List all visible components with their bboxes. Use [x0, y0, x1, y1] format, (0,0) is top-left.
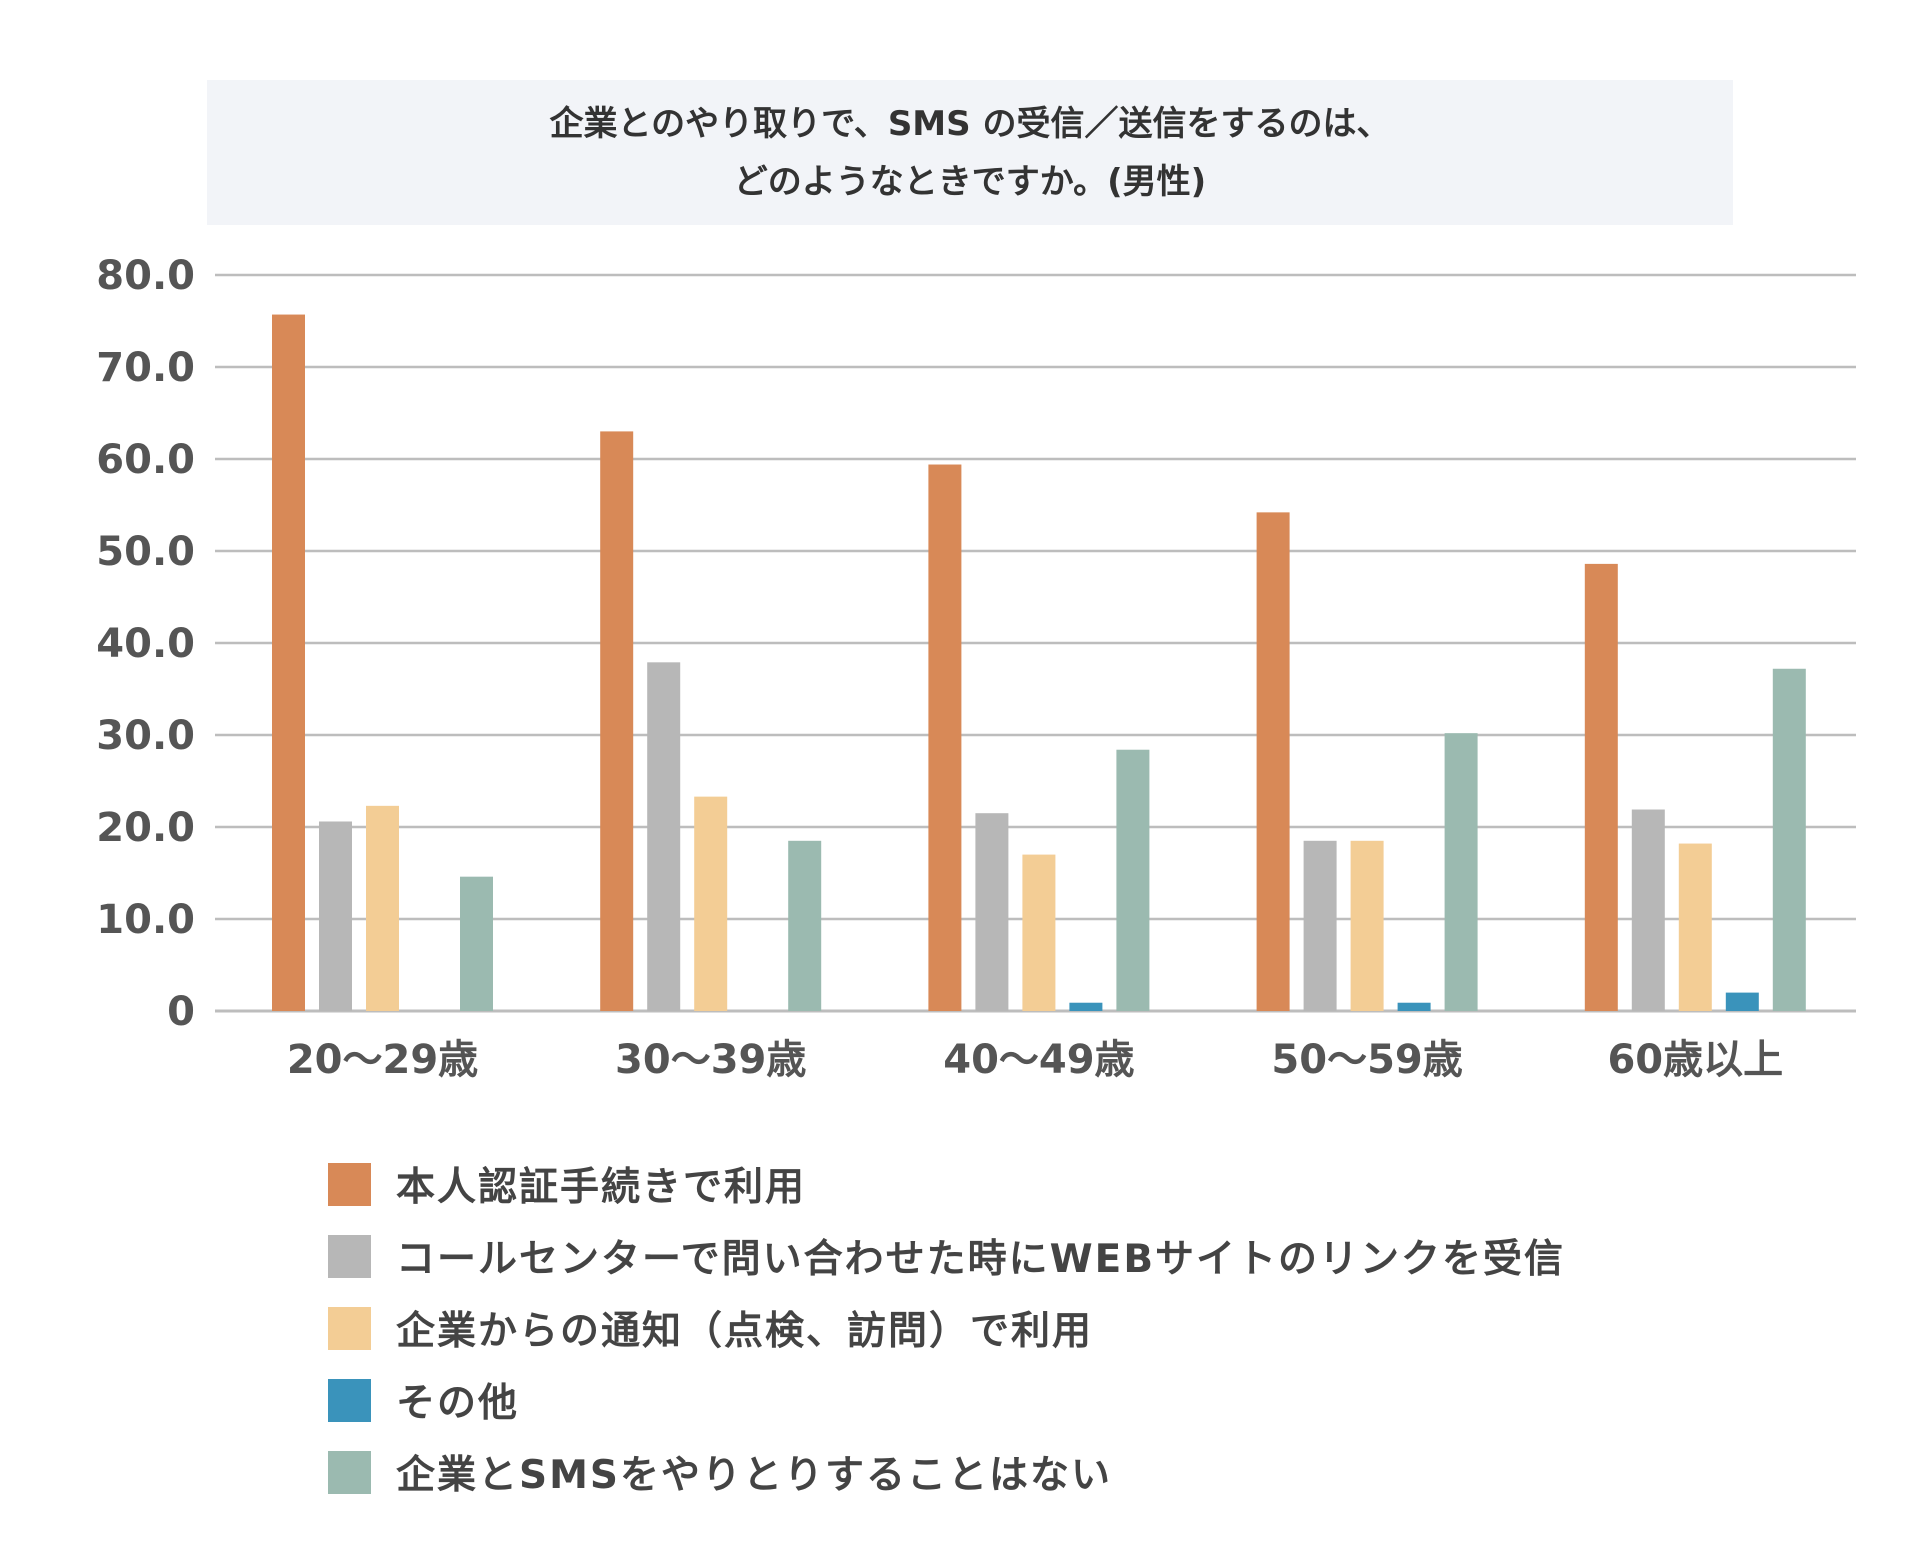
bar	[366, 805, 399, 1011]
legend-item: コールセンターで問い合わせた時にWEBサイトのリンクを受信	[328, 1220, 1565, 1292]
bar	[1022, 854, 1056, 1011]
legend: 本人認証手続きで利用 コールセンターで問い合わせた時にWEBサイトのリンクを受信…	[328, 1148, 1565, 1508]
bar	[1584, 563, 1618, 1011]
legend-swatch	[328, 1234, 371, 1278]
x-tick-label: 20～29歳	[287, 1037, 478, 1083]
x-tick-label: 40～49歳	[943, 1037, 1134, 1083]
bar	[272, 314, 305, 1011]
y-tick-label: 10.0	[96, 897, 195, 943]
y-tick-label: 0	[167, 989, 195, 1035]
y-tick-label: 70.0	[96, 345, 195, 391]
legend-label: 本人認証手続きで利用	[396, 1165, 807, 1210]
legend-swatch	[328, 1306, 371, 1350]
bar	[1256, 512, 1290, 1011]
bar	[694, 796, 728, 1011]
bar	[1725, 992, 1759, 1011]
bar	[1772, 668, 1806, 1011]
chart-title-box: 企業とのやり取りで、SMS の受信／送信をするのは、 どのようなときですか。(男…	[207, 80, 1733, 225]
bar	[460, 876, 493, 1011]
y-tick-label: 30.0	[96, 713, 195, 759]
y-tick-label: 80.0	[96, 253, 195, 299]
bar	[975, 813, 1009, 1011]
bar	[788, 840, 822, 1011]
legend-swatch	[328, 1162, 371, 1206]
bar	[1350, 840, 1384, 1011]
bar	[1116, 749, 1150, 1011]
bar	[1303, 840, 1337, 1011]
bar	[1069, 1002, 1103, 1011]
y-tick-label: 60.0	[96, 437, 195, 483]
y-tick-label: 50.0	[96, 529, 195, 575]
y-tick-label: 20.0	[96, 805, 195, 851]
bar	[1678, 843, 1712, 1011]
legend-label: 企業とSMSをやりとりすることはない	[396, 1453, 1112, 1498]
bar	[1444, 733, 1478, 1011]
legend-item: 本人認証手続きで利用	[328, 1148, 1565, 1220]
bar	[1397, 1002, 1431, 1011]
y-tick-label: 40.0	[96, 621, 195, 667]
bar	[647, 662, 681, 1011]
legend-label: コールセンターで問い合わせた時にWEBサイトのリンクを受信	[396, 1237, 1566, 1282]
x-tick-label: 50～59歳	[1271, 1037, 1462, 1083]
bar	[1631, 809, 1665, 1011]
legend-item: 企業とSMSをやりとりすることはない	[328, 1436, 1565, 1508]
bar	[928, 464, 962, 1011]
legend-label: その他	[396, 1381, 520, 1426]
x-tick-label: 30～39歳	[615, 1037, 806, 1083]
bar	[600, 431, 634, 1011]
x-tick-label: 60歳以上	[1607, 1037, 1783, 1083]
legend-swatch	[328, 1378, 371, 1422]
legend-label: 企業からの通知（点検、訪問）で利用	[396, 1309, 1094, 1354]
chart-title-line-1: 企業とのやり取りで、SMS の受信／送信をするのは、	[549, 103, 1391, 144]
bar	[319, 821, 352, 1011]
legend-swatch	[328, 1450, 371, 1494]
chart-title-line-2: どのようなときですか。(男性)	[733, 161, 1207, 202]
legend-item: その他	[328, 1364, 1565, 1436]
legend-item: 企業からの通知（点検、訪問）で利用	[328, 1292, 1565, 1364]
